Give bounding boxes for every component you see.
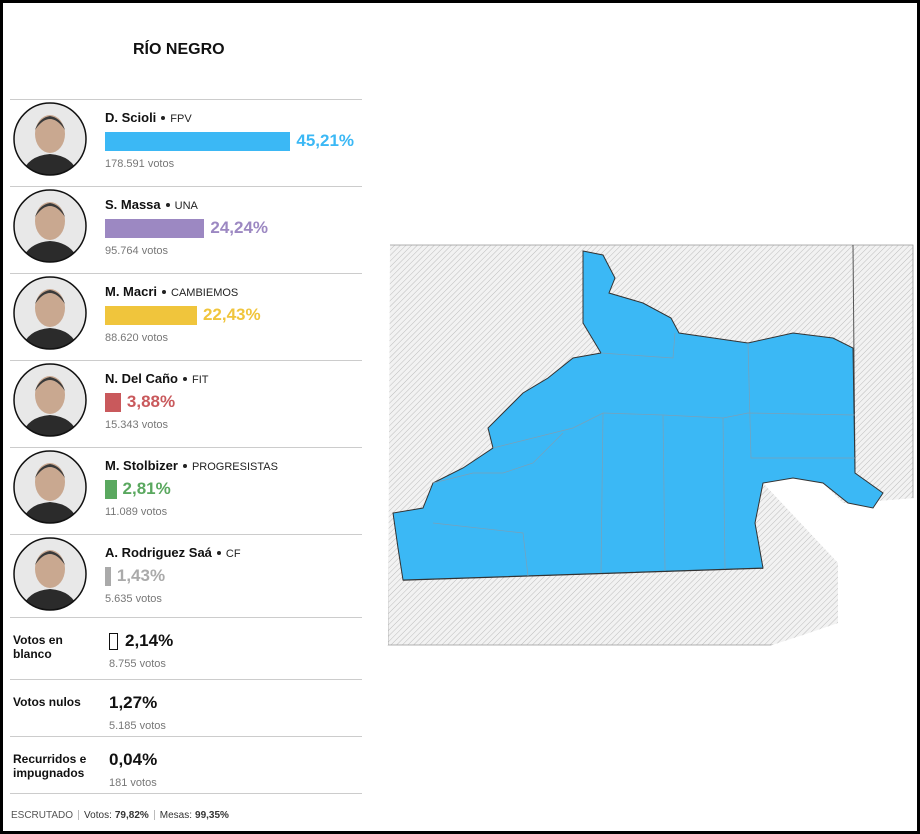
share-label: 22,43%	[202, 305, 261, 324]
tables-label: Mesas:	[159, 810, 193, 821]
tables-value: 99,35%	[195, 810, 229, 821]
party: CF	[225, 548, 241, 560]
dot	[161, 115, 166, 120]
name-text: D. Scioli	[105, 110, 157, 125]
bar	[109, 633, 118, 650]
votes: 95.764 votos	[105, 245, 168, 257]
avatar	[13, 450, 87, 524]
dot	[165, 202, 170, 207]
region-title: RÍO NEGRO	[133, 41, 225, 58]
dot	[216, 550, 221, 555]
separator	[10, 360, 362, 361]
separator	[10, 617, 362, 618]
dot	[162, 289, 167, 294]
party: FIT	[191, 374, 209, 386]
map	[383, 241, 915, 648]
votes: 88.620 votos	[105, 332, 168, 344]
candidate-name: A. Rodriguez Saá CF	[105, 545, 241, 560]
share-label: 0,04%	[109, 750, 158, 769]
share-label: 2,81%	[122, 479, 171, 498]
share-label: 24,24%	[210, 218, 269, 237]
votes: 5.635 votos	[105, 593, 162, 605]
footer: ESCRUTADO Votos: 79,82% Mesas: 99,35%	[11, 810, 229, 821]
votes: 178.591 votos	[105, 158, 175, 170]
candidate-name: S. Massa UNA	[105, 197, 198, 212]
party: FPV	[170, 113, 192, 125]
avatar	[13, 276, 87, 350]
ocean	[763, 478, 915, 648]
row-label: Recurridos e impugnados	[13, 752, 87, 780]
status: ESCRUTADO	[11, 810, 74, 821]
votes: 15.343 votos	[105, 419, 168, 431]
dot	[182, 463, 187, 468]
votes-label: Votos:	[84, 810, 112, 821]
separator	[10, 793, 362, 794]
votes: 181 votos	[109, 777, 157, 789]
candidate-name: D. Scioli FPV	[105, 110, 192, 125]
candidate-name: N. Del Caño FIT	[105, 371, 208, 386]
bar	[105, 480, 117, 499]
bar	[105, 219, 205, 238]
dot	[182, 376, 187, 381]
party: UNA	[174, 200, 198, 212]
share-label: 3,88%	[126, 392, 176, 411]
name-text: A. Rodriguez Saá	[105, 545, 212, 560]
separator	[10, 273, 362, 274]
candidate-name: M. Macri CAMBIEMOS	[105, 284, 238, 299]
avatar	[13, 189, 87, 263]
divider	[153, 810, 155, 821]
name-text: S. Massa	[105, 197, 161, 212]
separator	[10, 534, 362, 535]
votes: 8.755 votos	[109, 658, 166, 670]
bar	[105, 393, 121, 412]
row-label: Votos nulos	[13, 695, 81, 709]
party: PROGRESISTAS	[191, 461, 278, 473]
avatar	[13, 102, 87, 176]
name-text: M. Macri	[105, 284, 158, 299]
separator	[10, 447, 362, 448]
province-shape	[392, 250, 884, 581]
ocean-left	[383, 241, 390, 648]
party: CAMBIEMOS	[171, 287, 239, 299]
avatar	[13, 363, 87, 437]
name-text: M. Stolbizer	[105, 458, 178, 473]
divider	[78, 810, 80, 821]
separator	[10, 186, 362, 187]
candidate-name: M. Stolbizer PROGRESISTAS	[105, 458, 278, 473]
votes-value: 79,82%	[114, 810, 149, 821]
separator	[10, 99, 362, 100]
separator	[10, 736, 362, 737]
separator	[10, 679, 362, 680]
votes: 11.089 votos	[105, 506, 168, 518]
votes: 5.185 votos	[109, 720, 166, 732]
name-text: N. Del Caño	[105, 371, 178, 386]
share-label: 45,21%	[296, 131, 355, 150]
department-lines	[432, 332, 856, 577]
bar	[105, 132, 291, 151]
share-label: 2,14%	[125, 631, 174, 650]
avatar	[13, 537, 87, 611]
row-label: Votos en blanco	[13, 633, 63, 661]
bar	[105, 567, 111, 586]
share-label: 1,43%	[116, 566, 166, 585]
bar	[105, 306, 197, 325]
share-label: 1,27%	[109, 693, 158, 712]
